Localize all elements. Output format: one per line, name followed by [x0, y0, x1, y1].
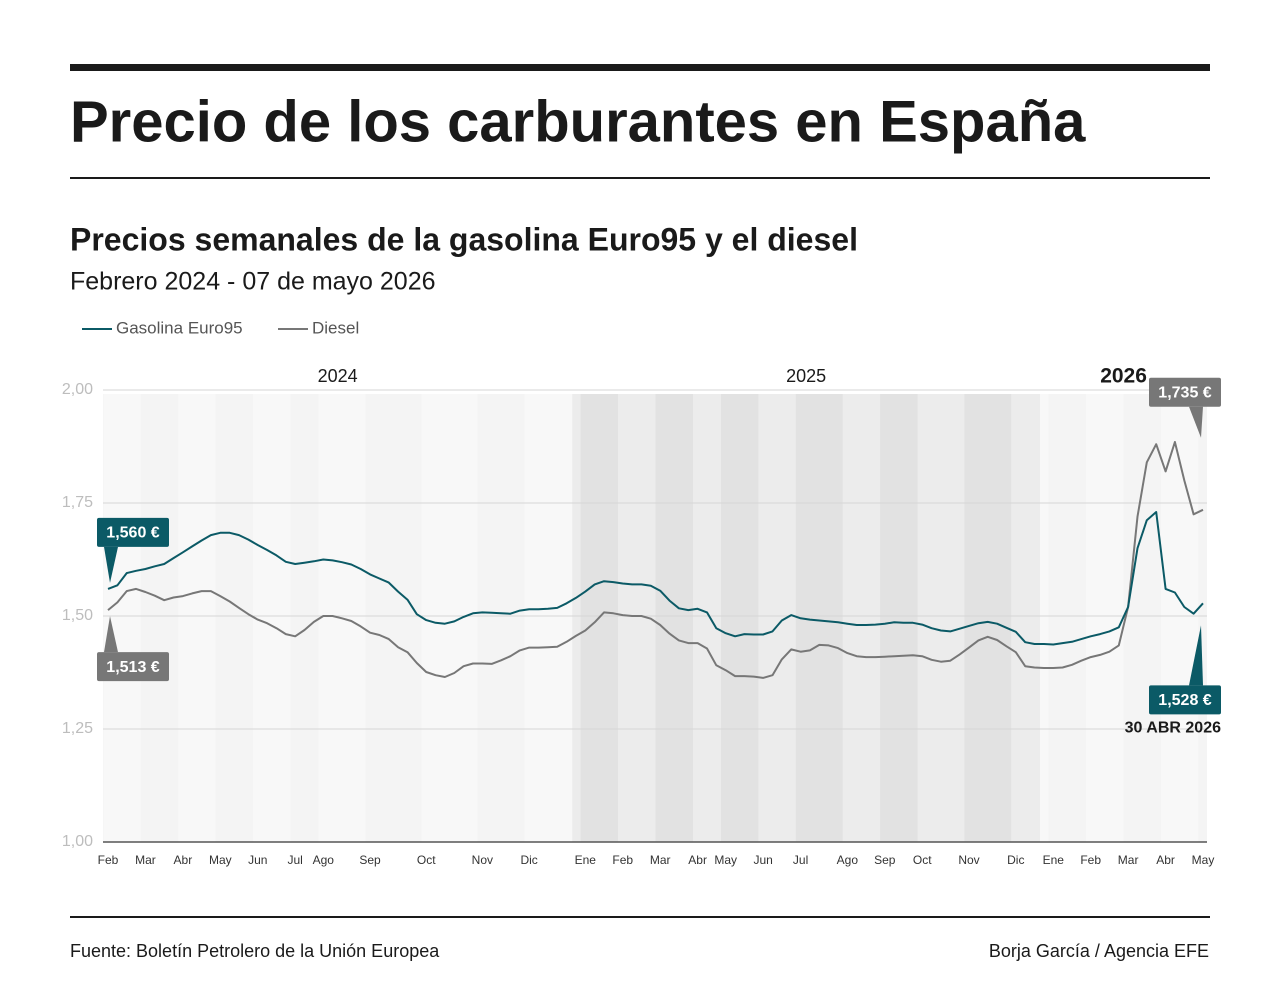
month-stripe — [692, 394, 722, 842]
x-tick-label: Dic — [1007, 853, 1024, 867]
credit: Borja García / Agencia EFE — [989, 941, 1209, 961]
callout-pointer — [1189, 625, 1203, 686]
source: Fuente: Boletín Petrolero de la Unión Eu… — [70, 941, 440, 961]
month-stripe — [253, 394, 291, 842]
series-line — [107, 441, 1204, 679]
date-note: 30 ABR 2026 — [1125, 720, 1221, 737]
top-rule — [70, 64, 1210, 71]
x-tick-label: Abr — [1156, 853, 1175, 867]
y-tick-label: 1,25 — [62, 720, 93, 737]
month-stripe — [524, 394, 581, 842]
x-tick-label: Ago — [313, 853, 335, 867]
month-stripe — [421, 394, 478, 842]
x-tick-label: Ene — [1043, 853, 1065, 867]
x-tick-label: Ene — [575, 853, 597, 867]
x-tick-label: Ago — [837, 853, 859, 867]
x-tick-label: May — [1192, 853, 1215, 867]
footer-rule — [70, 916, 1210, 918]
month-stripe — [1086, 394, 1124, 842]
x-tick-label: Jun — [753, 853, 772, 867]
callout-box — [1149, 685, 1221, 715]
value-label: 1,735 € — [1158, 384, 1211, 401]
x-tick-label: Abr — [174, 853, 193, 867]
callout-pointer — [104, 546, 118, 583]
x-tick-label: May — [714, 853, 737, 867]
chart-title: Precio de los carburantes en España — [70, 89, 1086, 154]
x-tick-label: Dic — [520, 853, 537, 867]
x-tick-label: Sep — [874, 853, 896, 867]
callout-pointer — [104, 616, 118, 653]
chart-subtitle: Precios semanales de la gasolina Euro95 … — [70, 221, 858, 257]
x-tick-label: Oct — [417, 853, 436, 867]
x-tick-label: Jun — [248, 853, 267, 867]
x-tick-label: Feb — [98, 853, 119, 867]
year-label: 2025 — [786, 366, 826, 386]
x-tick-label: Oct — [913, 853, 932, 867]
x-tick-label: Mar — [1118, 853, 1139, 867]
x-tick-label: Feb — [612, 853, 633, 867]
callout-box — [1149, 377, 1221, 407]
value-label: 1,513 € — [106, 659, 159, 676]
y-tick-label: 1,00 — [62, 833, 93, 850]
month-stripe — [1011, 394, 1049, 842]
legend-label: Diesel — [312, 318, 359, 337]
title-rule — [70, 177, 1210, 179]
plot-background — [103, 394, 1207, 842]
series-line — [107, 511, 1204, 646]
year-label: 2026 — [1100, 365, 1147, 388]
month-stripe — [842, 394, 881, 842]
y-tick-label: 1,75 — [62, 494, 93, 511]
month-stripe — [917, 394, 965, 842]
month-stripe — [178, 394, 216, 842]
x-tick-label: Mar — [650, 853, 671, 867]
month-stripe — [103, 394, 141, 842]
callout-box — [97, 652, 169, 682]
legend-label: Gasolina Euro95 — [116, 318, 243, 337]
x-tick-label: Nov — [958, 853, 979, 867]
x-tick-label: May — [209, 853, 232, 867]
value-label: 1,528 € — [1158, 692, 1211, 709]
x-tick-label: Sep — [359, 853, 381, 867]
callout-box — [97, 517, 169, 547]
month-stripe — [758, 394, 796, 842]
y-tick-label: 2,00 — [62, 381, 93, 398]
x-tick-label: Abr — [688, 853, 707, 867]
year-label: 2024 — [318, 366, 358, 386]
y-tick-label: 1,50 — [62, 607, 93, 624]
x-tick-label: Feb — [1080, 853, 1101, 867]
x-tick-label: Jul — [288, 853, 303, 867]
chart-period: Febrero 2024 - 07 de mayo 2026 — [70, 268, 436, 296]
callout-pointer — [1189, 406, 1203, 438]
x-tick-label: Jul — [793, 853, 808, 867]
x-tick-label: Nov — [472, 853, 493, 867]
x-tick-label: Mar — [135, 853, 156, 867]
value-label: 1,560 € — [106, 525, 159, 542]
